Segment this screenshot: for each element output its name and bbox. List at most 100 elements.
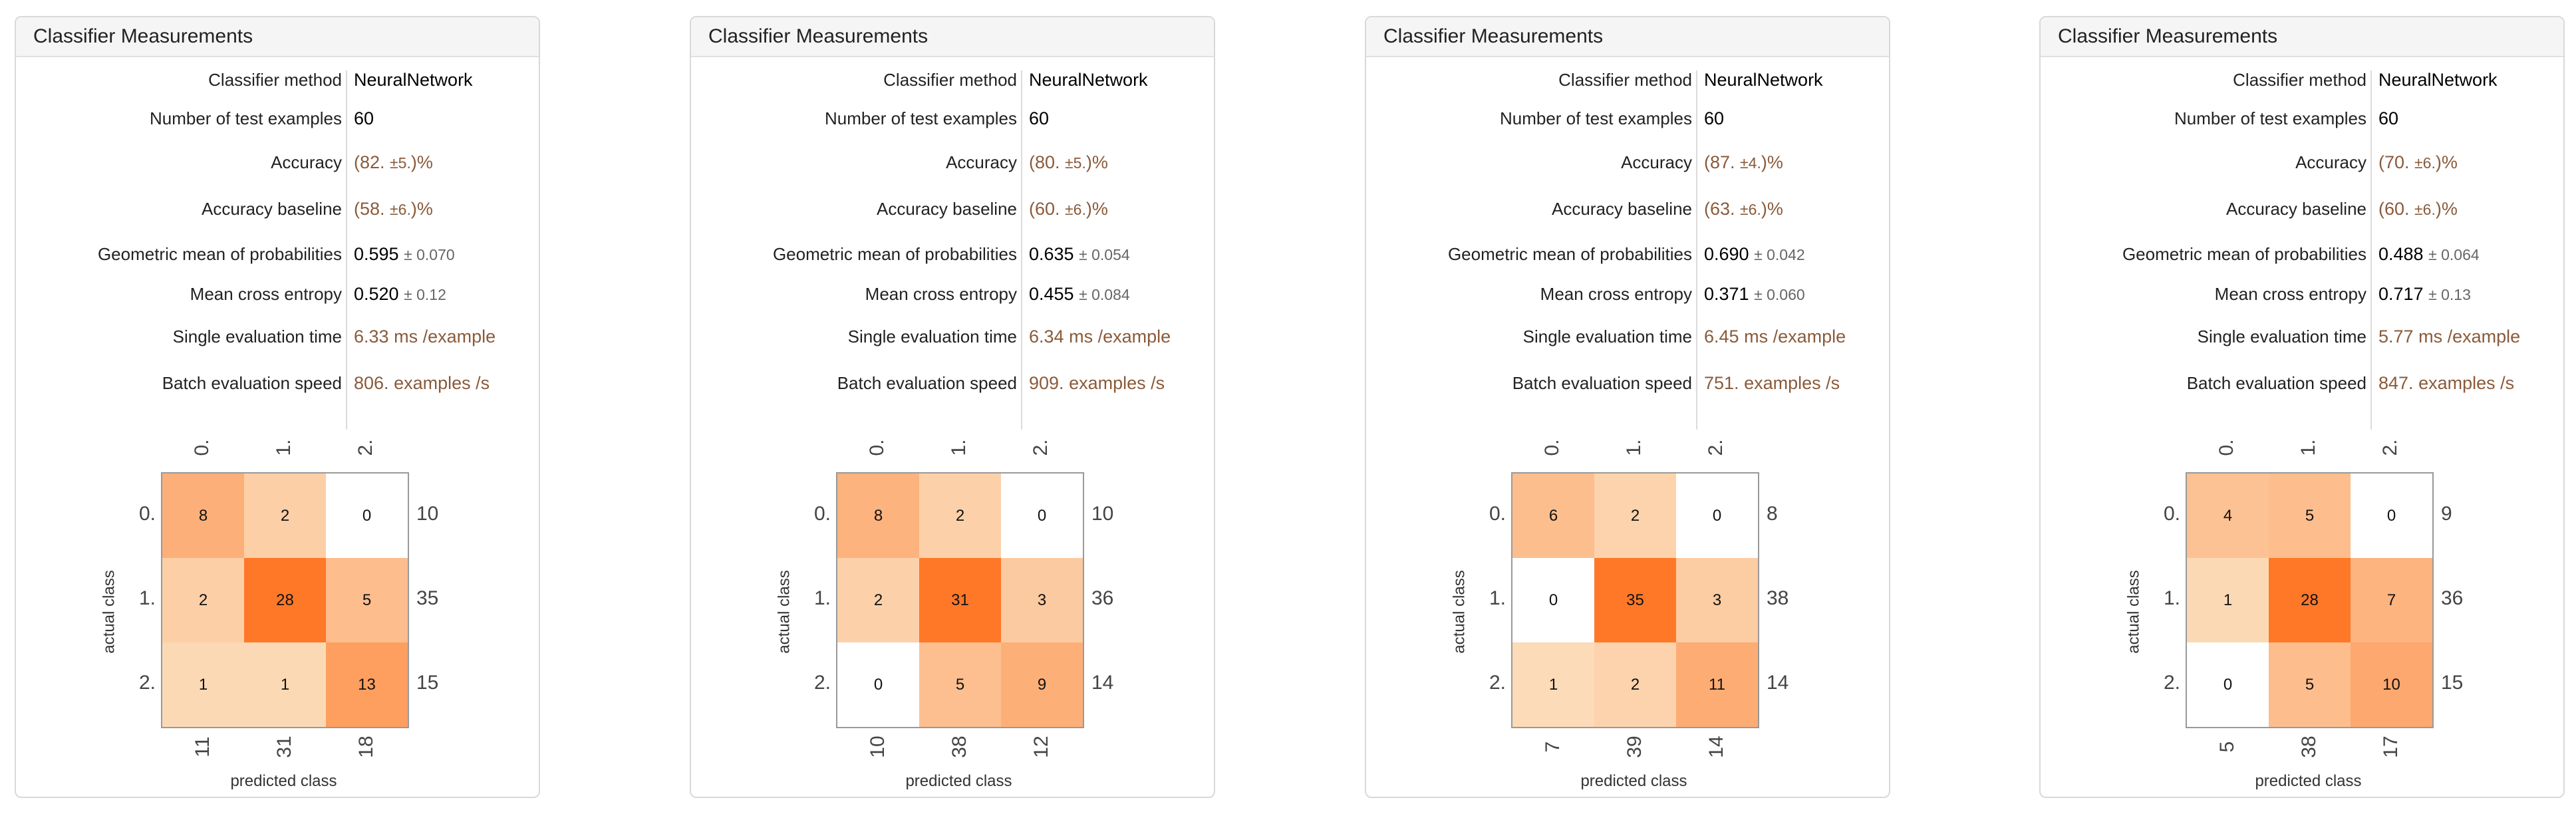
column-class-label: 0.: [191, 439, 213, 456]
actual-class-axis-title: actual class: [2124, 570, 2143, 654]
column-total: 31: [273, 736, 295, 758]
measurement-label: Classifier method: [883, 70, 1017, 90]
matrix-cell: 1: [2187, 558, 2269, 642]
measurement-label: Accuracy: [271, 152, 342, 172]
measurement-label: Single evaluation time: [847, 327, 1017, 346]
row-total: 35: [416, 587, 439, 609]
actual-class-axis-title: actual class: [1450, 570, 1469, 654]
measurement-row: Accuracy baseline (60. ±6.)%: [2041, 193, 2563, 225]
measurement-row: Geometric mean of probabilities 0.488 ± 0…: [2041, 238, 2563, 270]
matrix-cell: 5: [2269, 642, 2351, 727]
measurement-label: Mean cross entropy: [190, 284, 342, 304]
column-class-label: 0.: [866, 439, 888, 456]
measurement-label: Single evaluation time: [1522, 327, 1692, 346]
measurement-row: Accuracy baseline (58. ±6.)%: [16, 193, 539, 225]
row-total: 14: [1091, 672, 1114, 694]
measurement-label: Single evaluation time: [2197, 327, 2366, 346]
batch-speed-value: 847. examples /s: [2378, 373, 2515, 393]
eval-time-value: 6.45 ms /example: [1704, 327, 1846, 346]
classifier-method-value: NeuralNetwork: [2378, 70, 2498, 90]
measurement-row: Mean cross entropy 0.520 ± 0.12: [16, 278, 539, 310]
confusion-matrix: actual class 0. 1. 2. 4 5 0 1 28 7 0 5 10 0. 9 1. 36 2. 15…: [2041, 430, 2563, 797]
test-examples-value: 60: [354, 108, 374, 128]
row-total: 10: [1091, 503, 1114, 525]
column-total: 18: [355, 736, 377, 758]
batch-speed-value: 909. examples /s: [1029, 373, 1165, 393]
measurement-label: Geometric mean of probabilities: [2122, 244, 2366, 264]
geo-mean-value: 0.635 ± 0.054: [1029, 244, 1130, 264]
row-total: 36: [1091, 587, 1114, 609]
measurement-label: Number of test examples: [824, 108, 1017, 128]
measurement-label: Geometric mean of probabilities: [97, 244, 342, 264]
baseline-value: (60. ±6.)%: [1029, 199, 1108, 219]
column-separator: [1021, 70, 1022, 430]
measurement-row: Classifier method NeuralNetwork: [16, 64, 539, 96]
matrix-cell: 8: [162, 474, 244, 558]
confusion-matrix: actual class 0. 1. 2. 6 2 0 0 35 3 1 2 11 0. 8 1. 38 2. 14…: [1366, 430, 1889, 797]
measurement-label: Mean cross entropy: [1540, 284, 1692, 304]
matrix-cell: 0: [837, 642, 919, 727]
measurement-row: Single evaluation time 6.33 ms /example: [16, 321, 539, 352]
row-total: 9: [2441, 503, 2452, 525]
predicted-class-axis-title: predicted class: [2255, 772, 2362, 790]
measurement-label: Classifier method: [2233, 70, 2366, 90]
measurement-row: Number of test examples 60: [691, 102, 1214, 134]
predicted-class-axis-title: predicted class: [230, 772, 337, 790]
panel-title: Classifier Measurements: [2041, 17, 2563, 57]
matrix-cell: 2: [162, 558, 244, 642]
measurement-label: Single evaluation time: [172, 327, 342, 346]
matrix-cell: 1: [244, 642, 326, 727]
measurement-row: Accuracy (82. ±5.)%: [16, 146, 539, 178]
classifier-panel: Classifier Measurements Classifier method…: [2039, 16, 2565, 798]
column-class-label: 1.: [1623, 439, 1645, 456]
row-total: 10: [416, 503, 439, 525]
test-examples-value: 60: [2378, 108, 2399, 128]
measurement-label: Batch evaluation speed: [837, 373, 1017, 393]
matrix-cell: 5: [326, 558, 408, 642]
row-class-label: 2.: [138, 672, 156, 694]
measurement-row: Accuracy baseline (60. ±6.)%: [691, 193, 1214, 225]
measurement-label: Number of test examples: [149, 108, 342, 128]
matrix-cell: 2: [919, 474, 1001, 558]
matrix-cell: 13: [326, 642, 408, 727]
matrix-cell: 3: [1001, 558, 1083, 642]
measurement-label: Mean cross entropy: [865, 284, 1017, 304]
matrix-cell: 9: [1001, 642, 1083, 727]
matrix-cell: 7: [2351, 558, 2432, 642]
confusion-matrix: actual class 0. 1. 2. 8 2 0 2 31 3 0 5 9 0. 10 1. 36 2. 14…: [691, 430, 1214, 797]
row-class-label: 2.: [813, 672, 831, 694]
measurement-row: Accuracy baseline (63. ±6.)%: [1366, 193, 1889, 225]
measurement-label: Classifier method: [1558, 70, 1692, 90]
baseline-value: (60. ±6.)%: [2378, 199, 2458, 219]
matrix-grid: 6 2 0 0 35 3 1 2 11: [1511, 472, 1759, 728]
column-separator: [346, 70, 347, 430]
row-class-label: 1.: [2163, 587, 2180, 609]
measurement-label: Batch evaluation speed: [2186, 373, 2366, 393]
measurement-row: Mean cross entropy 0.717 ± 0.13: [2041, 278, 2563, 310]
eval-time-value: 6.34 ms /example: [1029, 327, 1171, 346]
panel-title: Classifier Measurements: [691, 17, 1214, 57]
predicted-class-axis-title: predicted class: [905, 772, 1012, 790]
measurement-row: Geometric mean of probabilities 0.690 ± 0…: [1366, 238, 1889, 270]
matrix-cell: 3: [1676, 558, 1758, 642]
cross-entropy-value: 0.371 ± 0.060: [1704, 284, 1805, 304]
row-class-label: 0.: [813, 503, 831, 525]
row-class-label: 1.: [813, 587, 831, 609]
measurement-row: Classifier method NeuralNetwork: [691, 64, 1214, 96]
row-class-label: 0.: [2163, 503, 2180, 525]
predicted-class-axis-title: predicted class: [1580, 772, 1687, 790]
measurement-label: Accuracy baseline: [1552, 199, 1692, 219]
measurement-label: Geometric mean of probabilities: [772, 244, 1017, 264]
measurement-row: Single evaluation time 6.34 ms /example: [691, 321, 1214, 352]
column-class-label: 2.: [1030, 439, 1052, 456]
matrix-cell: 28: [2269, 558, 2351, 642]
panel-title: Classifier Measurements: [16, 17, 539, 57]
matrix-cell: 28: [244, 558, 326, 642]
cross-entropy-value: 0.455 ± 0.084: [1029, 284, 1130, 304]
actual-class-axis-title: actual class: [100, 570, 118, 654]
accuracy-value: (82. ±5.)%: [354, 152, 433, 172]
measurement-row: Accuracy (87. ±4.)%: [1366, 146, 1889, 178]
matrix-cell: 0: [1676, 474, 1758, 558]
test-examples-value: 60: [1029, 108, 1050, 128]
column-class-label: 1.: [948, 439, 970, 456]
